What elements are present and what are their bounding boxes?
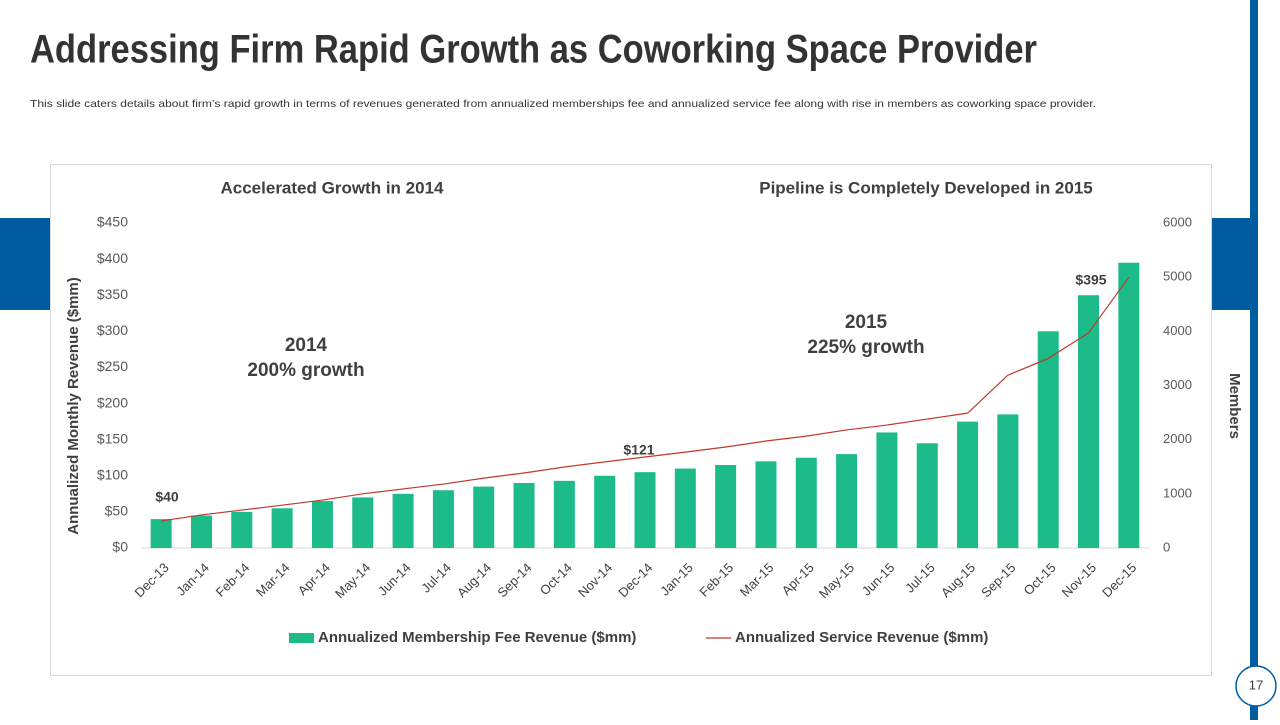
- legend-swatch: [289, 633, 314, 643]
- y2-tick-label: 1000: [1163, 485, 1192, 500]
- annotation: 200% growth: [247, 360, 364, 381]
- y-tick-label: $150: [97, 430, 128, 446]
- annotation: Pipeline is Completely Developed in 2015: [759, 178, 1093, 197]
- y2-tick-label: 0: [1163, 539, 1170, 554]
- y-tick-label: $0: [112, 539, 128, 555]
- y-tick-label: $300: [97, 322, 128, 338]
- bar: [432, 490, 454, 548]
- bar: [634, 472, 656, 548]
- line: [161, 276, 1130, 522]
- bar: [271, 508, 293, 548]
- bar: [392, 493, 414, 548]
- annotation: 2014: [285, 335, 328, 356]
- chart-frame: [50, 164, 1212, 676]
- y-tick-label: $250: [97, 358, 128, 374]
- y2-tick-label: 2000: [1163, 431, 1192, 446]
- accent-right: [1211, 218, 1251, 310]
- slide-title: Addressing Firm Rapid Growth as Coworkin…: [30, 28, 1037, 72]
- annotation: $40: [155, 489, 179, 505]
- annotation: Accelerated Growth in 2014: [221, 178, 445, 197]
- bar: [957, 421, 979, 548]
- bar: [916, 443, 938, 548]
- bar: [594, 475, 616, 548]
- bar: [190, 515, 212, 548]
- y2-tick-label: 4000: [1163, 323, 1192, 338]
- y-tick-label: $50: [105, 503, 129, 519]
- annotation: 225% growth: [807, 337, 924, 358]
- y2-axis-label: Members: [1226, 373, 1243, 439]
- bar: [1118, 262, 1140, 548]
- annotation: $395: [1075, 272, 1106, 288]
- bar: [553, 480, 575, 548]
- y2-tick-label: 6000: [1163, 214, 1192, 229]
- bar: [876, 432, 898, 548]
- bar: [150, 519, 172, 548]
- bar: [795, 457, 817, 548]
- bar: [1078, 295, 1100, 548]
- annotation: $121: [623, 442, 654, 458]
- bar: [473, 486, 495, 548]
- y2-tick-label: 5000: [1163, 269, 1192, 284]
- legend-label: Annualized Membership Fee Revenue ($mm): [318, 629, 636, 646]
- page-badge: [1235, 665, 1277, 707]
- y-tick-label: $400: [97, 250, 128, 266]
- y-tick-label: $450: [97, 214, 128, 230]
- accent-left: [0, 218, 50, 310]
- y-tick-label: $350: [97, 286, 128, 302]
- bar: [311, 501, 333, 548]
- page-number: 17: [1249, 677, 1263, 692]
- y-tick-label: $100: [97, 466, 128, 482]
- bar: [513, 483, 535, 548]
- bar: [231, 511, 253, 548]
- bar: [997, 414, 1019, 548]
- bar: [352, 497, 374, 548]
- y-axis-label: Annualized Monthly Revenue ($mm): [65, 277, 82, 535]
- slide-subtitle: This slide caters details about firm’s r…: [30, 98, 1096, 110]
- y2-tick-label: 3000: [1163, 377, 1192, 392]
- bar: [715, 464, 737, 548]
- bar: [1037, 331, 1059, 548]
- y-tick-label: $200: [97, 394, 128, 410]
- bar: [836, 454, 858, 548]
- bar: [755, 461, 777, 548]
- legend-label: Annualized Service Revenue ($mm): [735, 629, 988, 646]
- annotation: 2015: [845, 312, 888, 333]
- accent-bar: [1250, 0, 1258, 720]
- bar: [674, 468, 696, 548]
